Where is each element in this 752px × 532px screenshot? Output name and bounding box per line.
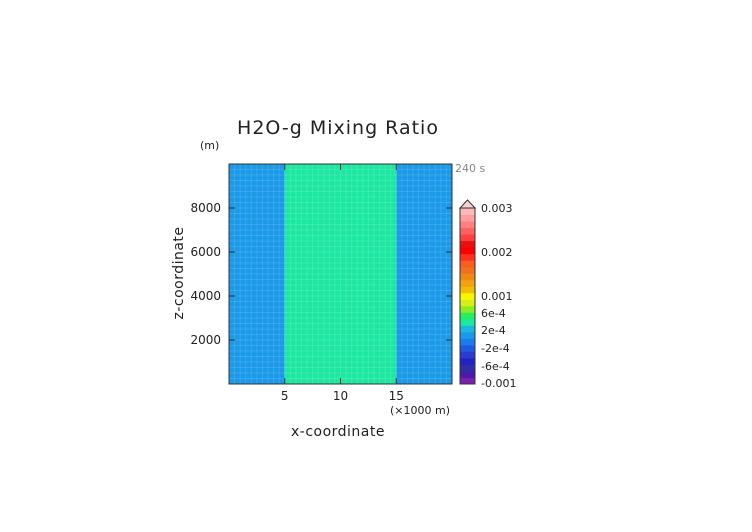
x-axis-label: x-coordinate [291, 424, 385, 440]
colorbar-label: 0.001 [481, 290, 513, 303]
region-1 [284, 164, 397, 384]
colorbar-label: 6e-4 [481, 307, 506, 320]
x-tick-label: 15 [389, 389, 404, 403]
colorbar-swatch [460, 351, 475, 359]
region-2 [396, 164, 452, 384]
y-tick-label: 6000 [190, 245, 221, 259]
colorbar-swatch [460, 344, 475, 352]
colorbar-swatch [460, 240, 475, 248]
colorbar-label: -0.001 [481, 377, 516, 390]
y-tick-label: 8000 [190, 201, 221, 215]
colorbar-extend-arrow [458, 199, 477, 209]
y-tick-label: 2000 [190, 333, 221, 347]
colorbar-swatch [460, 292, 475, 300]
colorbar-swatch [460, 221, 475, 229]
colorbar-swatch [460, 364, 475, 372]
colorbar-frame [459, 207, 476, 385]
colorbar-swatch [460, 325, 475, 333]
x-tick-label: 10 [333, 389, 348, 403]
colorbar-swatch [460, 253, 475, 261]
colorbar-swatch [460, 260, 475, 268]
colorbar-swatch [460, 214, 475, 222]
x-tick-label: 5 [281, 389, 289, 403]
colorbar-swatch [460, 299, 475, 307]
colorbar-swatch [460, 286, 475, 294]
colorbar-swatch [460, 357, 475, 365]
x-units-label: (×1000 m) [390, 404, 450, 417]
colorbar-swatch [460, 227, 475, 235]
colorbar-swatch [460, 338, 475, 346]
colorbar-swatch [460, 305, 475, 313]
colorbar-swatch [460, 331, 475, 339]
colorbar: 0.003 0.002 0.001 6e-4 2e-4 -2e-4 -6e-4 -0.001 [458, 199, 516, 390]
y-units-label: (m) [200, 139, 219, 152]
colorbar-swatch [460, 266, 475, 274]
x-axis: 5 10 15 [281, 164, 404, 403]
colorbar-swatch [460, 318, 475, 326]
y-axis-label: z-coordinate [171, 226, 187, 319]
colorbar-swatch [460, 273, 475, 281]
colorbar-label: 0.002 [481, 246, 513, 259]
colorbar-label: 2e-4 [481, 324, 506, 337]
time-label: 240 s [455, 162, 485, 175]
colorbar-swatch [460, 377, 475, 385]
y-axis: 2000 4000 6000 8000 [190, 201, 452, 347]
colorbar-swatch [460, 370, 475, 378]
colorbar-swatch [460, 234, 475, 242]
region-0 [229, 164, 285, 384]
plot-area [228, 163, 453, 385]
colorbar-swatch [460, 247, 475, 255]
colorbar-label: 0.003 [481, 202, 513, 215]
colorbar-swatch [460, 208, 475, 216]
colorbar-label: -6e-4 [481, 360, 510, 373]
y-tick-label: 4000 [190, 289, 221, 303]
colorbar-swatch [460, 312, 475, 320]
colorbar-swatch [460, 279, 475, 287]
chart-title: H2O-g Mixing Ratio [237, 117, 439, 139]
colorbar-label: -2e-4 [481, 342, 510, 355]
